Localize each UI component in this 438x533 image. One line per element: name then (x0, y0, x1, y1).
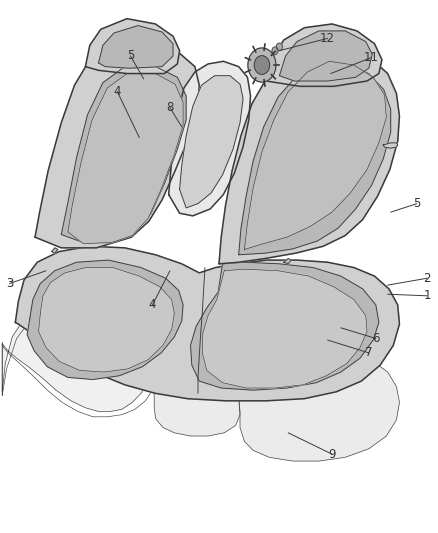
Polygon shape (191, 262, 379, 390)
Text: 11: 11 (364, 51, 379, 64)
Polygon shape (231, 349, 399, 461)
Polygon shape (99, 26, 173, 68)
Polygon shape (85, 19, 180, 74)
Polygon shape (39, 268, 174, 372)
Polygon shape (239, 63, 391, 255)
Polygon shape (27, 260, 183, 379)
Polygon shape (68, 74, 183, 244)
Polygon shape (35, 40, 199, 248)
Text: 6: 6 (372, 332, 380, 345)
Circle shape (248, 48, 276, 82)
Polygon shape (284, 259, 291, 264)
Polygon shape (279, 31, 372, 81)
Polygon shape (61, 67, 186, 243)
Polygon shape (52, 248, 58, 253)
Text: 2: 2 (423, 272, 431, 285)
Text: 12: 12 (320, 32, 335, 45)
Circle shape (272, 47, 278, 54)
Polygon shape (266, 24, 382, 86)
Polygon shape (169, 61, 251, 216)
Text: 4: 4 (113, 85, 121, 98)
Text: 7: 7 (365, 346, 373, 359)
Polygon shape (152, 335, 240, 436)
Polygon shape (2, 300, 154, 411)
Text: 1: 1 (423, 289, 431, 302)
Text: 4: 4 (148, 298, 156, 311)
Polygon shape (383, 143, 398, 148)
Circle shape (276, 43, 283, 51)
Text: 5: 5 (413, 197, 420, 210)
Polygon shape (180, 76, 243, 208)
Text: 3: 3 (6, 277, 13, 290)
Text: 5: 5 (127, 50, 134, 62)
Circle shape (254, 55, 270, 75)
Polygon shape (15, 246, 399, 401)
Polygon shape (219, 45, 399, 264)
Text: 9: 9 (328, 448, 336, 461)
Polygon shape (202, 269, 367, 388)
Text: 8: 8 (166, 101, 173, 114)
Polygon shape (244, 61, 386, 249)
